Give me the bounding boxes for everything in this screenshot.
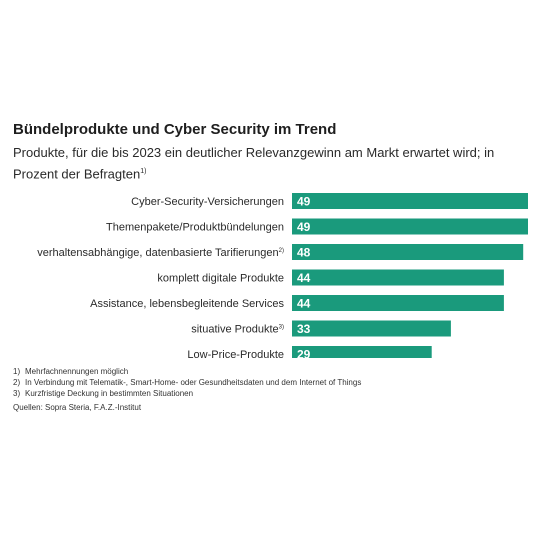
footnote-number: 3)	[13, 389, 21, 398]
bar-2	[292, 218, 528, 235]
category-footnote-marker: 2)	[279, 248, 284, 254]
bar-value-label: 44	[297, 297, 311, 311]
source-note: Quellen: Sopra Steria, F.A.Z.-Institut	[13, 403, 142, 412]
category-label: verhaltensabhängige, datenbasierte Tarif…	[37, 247, 284, 259]
subtitle-text: Produkte, für die bis 2023 ein deutliche…	[13, 145, 495, 182]
bar-value-label: 33	[297, 322, 311, 336]
bar-4	[292, 269, 504, 286]
chart-subtitle: Produkte, für die bis 2023 ein deutliche…	[13, 143, 528, 183]
bar-value-label: 48	[297, 246, 311, 260]
category-footnote-marker: 3)	[279, 325, 284, 331]
footnote-1: 1) Mehrfachnennungen möglich	[13, 366, 361, 377]
footnote-number: 1)	[13, 367, 21, 376]
footnote-2: 2) In Verbindung mit Telematik-, Smart-Ho…	[13, 377, 361, 388]
bar-6	[292, 320, 451, 337]
category-label: Assistance, lebensbegleitende Services	[90, 298, 284, 310]
bar-value-label: 29	[297, 348, 311, 359]
bar-chart: 49 Cyber-Security-Versicherungen 49 Themenp…	[37, 193, 528, 359]
bar-7	[292, 346, 432, 358]
bar-value-label: 49	[297, 195, 311, 209]
footnote-text: Mehrfachnennungen möglich	[25, 367, 129, 376]
bar-1	[292, 193, 528, 209]
bar-3	[292, 244, 524, 260]
category-label: komplett digitale Produkte	[157, 273, 284, 285]
category-label: Cyber-Security-Versicherungen	[131, 196, 284, 208]
bar-value-label: 44	[297, 271, 311, 285]
footnotes: 1) Mehrfachnennungen möglich 2) In Verbind…	[13, 366, 361, 413]
footnote-text: In Verbindung mit Telematik-, Smart-Home…	[25, 378, 362, 387]
category-label: situative Produkte3)	[191, 324, 284, 336]
bar-5	[292, 295, 504, 311]
footnote-number: 2)	[13, 378, 21, 387]
footnote-3: 3) Kurzfristige Deckung in bestimmten Sit…	[13, 388, 361, 399]
category-label: Themenpakete/Produktbündelungen	[106, 222, 284, 234]
subtitle-footnote-marker: 1)	[140, 168, 147, 175]
category-label: Low-Price-Produkte	[187, 349, 284, 358]
footnote-text: Kurzfristige Deckung in bestimmten Situa…	[25, 389, 194, 398]
chart-title: Bündelprodukte und Cyber Security im Tre…	[13, 121, 337, 138]
bar-value-label: 49	[297, 220, 311, 234]
